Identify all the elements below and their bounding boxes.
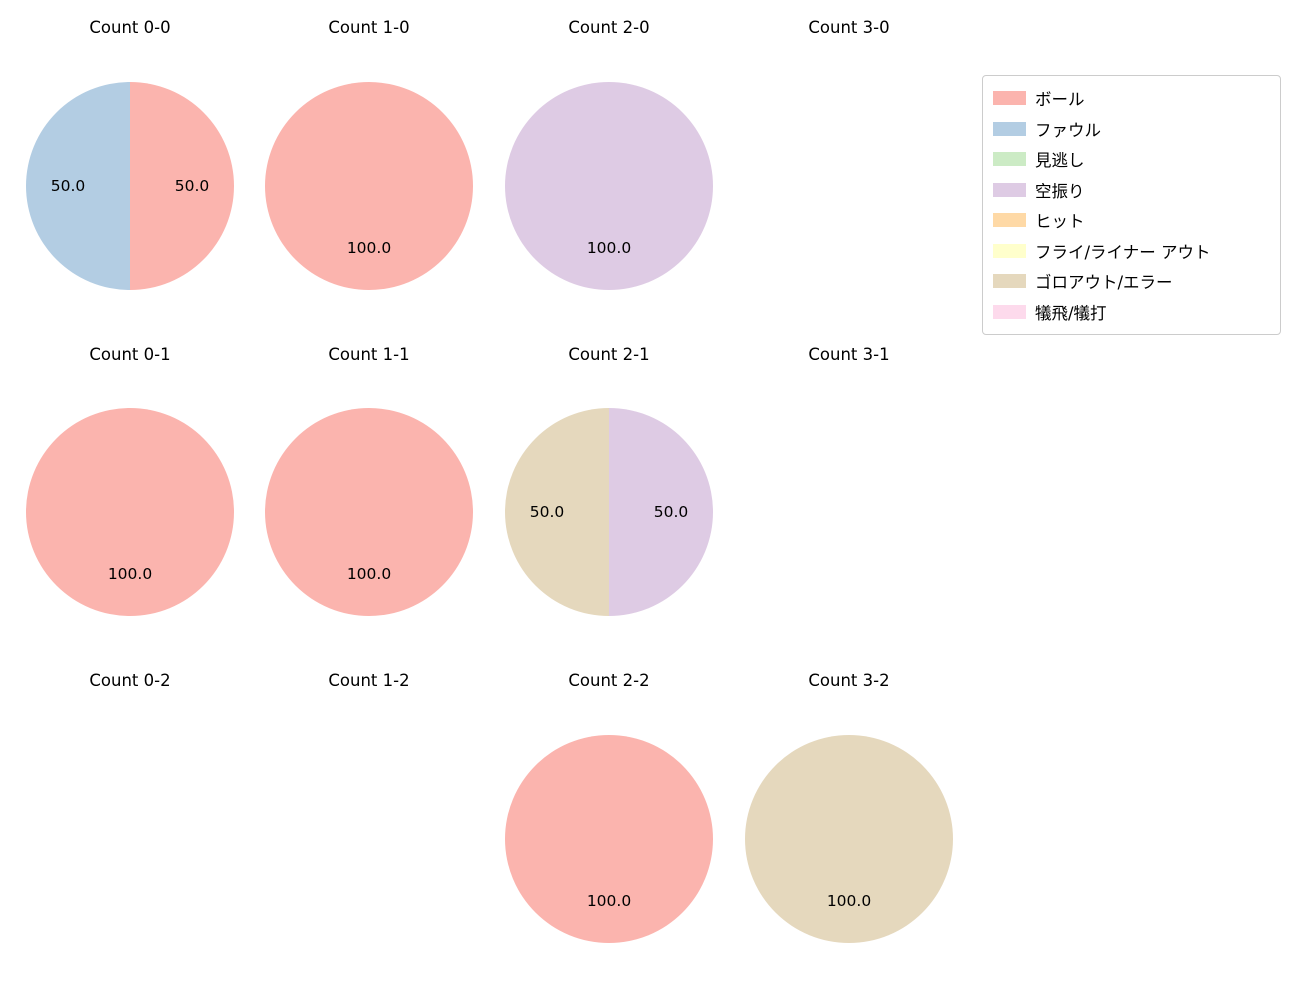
legend-item: ゴロアウト/エラー — [993, 266, 1270, 297]
legend-label: ボール — [1035, 90, 1085, 110]
legend-label: ヒット — [1035, 212, 1085, 232]
legend-label: ゴロアウト/エラー — [1035, 273, 1173, 293]
legend-color-swatch — [993, 121, 1026, 136]
legend-item: ヒット — [993, 205, 1270, 236]
legend-color-swatch — [993, 182, 1026, 197]
legend-label: 空振り — [1035, 181, 1085, 201]
pie-chart — [505, 408, 713, 616]
pie-chart — [505, 735, 713, 943]
pie-chart — [745, 735, 953, 943]
pie-title: Count 3-2 — [808, 671, 890, 690]
pie-title: Count 2-1 — [568, 345, 650, 364]
legend-color-swatch — [993, 243, 1026, 258]
legend-color-swatch — [993, 91, 1026, 106]
legend-label: ファウル — [1035, 120, 1101, 140]
legend-item: フライ/ライナー アウト — [993, 236, 1270, 267]
pie-title: Count 3-0 — [808, 18, 890, 37]
legend-color-swatch — [993, 274, 1026, 289]
pie-title: Count 0-1 — [89, 345, 171, 364]
pie-title: Count 3-1 — [808, 345, 890, 364]
pie-slice-value: 50.0 — [50, 177, 86, 195]
legend-color-swatch — [993, 152, 1026, 167]
pie-slice-value: 100.0 — [346, 565, 392, 583]
pie-slice-value: 100.0 — [107, 565, 153, 583]
legend-item: 犠飛/犠打 — [993, 297, 1270, 328]
pie-slice-value: 50.0 — [174, 177, 210, 195]
pie-title: Count 0-2 — [89, 671, 171, 690]
pie-chart — [265, 408, 473, 616]
pie-title: Count 1-1 — [328, 345, 410, 364]
pie-chart — [265, 82, 473, 290]
legend-label: 見逃し — [1035, 151, 1085, 171]
legend: ボールファウル見逃し空振りヒットフライ/ライナー アウト ゴロアウト/エラー 犠飛/… — [982, 75, 1281, 335]
pie-title: Count 1-2 — [328, 671, 410, 690]
legend-color-swatch — [993, 304, 1026, 319]
pie-title: Count 1-0 — [328, 18, 410, 37]
legend-label: 犠飛/犠打 — [1035, 303, 1107, 323]
pie-slice-value: 50.0 — [653, 503, 689, 521]
pie-slice-value: 100.0 — [586, 892, 632, 910]
pie-chart — [505, 82, 713, 290]
pie-slice-value: 100.0 — [826, 892, 872, 910]
legend-item: ボール — [993, 83, 1270, 114]
pie-slice-value: 100.0 — [586, 239, 632, 257]
legend-item: ファウル — [993, 114, 1270, 145]
legend-color-swatch — [993, 213, 1026, 228]
legend-label: フライ/ライナー アウト — [1035, 242, 1211, 262]
pie-title: Count 2-0 — [568, 18, 650, 37]
legend-item: 見逃し — [993, 144, 1270, 175]
pie-chart — [26, 408, 234, 616]
legend-item: 空振り — [993, 175, 1270, 206]
pie-title: Count 0-0 — [89, 18, 171, 37]
pie-slice-value: 50.0 — [529, 503, 565, 521]
pie-chart — [26, 82, 234, 290]
pie-slice-value: 100.0 — [346, 239, 392, 257]
pie-title: Count 2-2 — [568, 671, 650, 690]
